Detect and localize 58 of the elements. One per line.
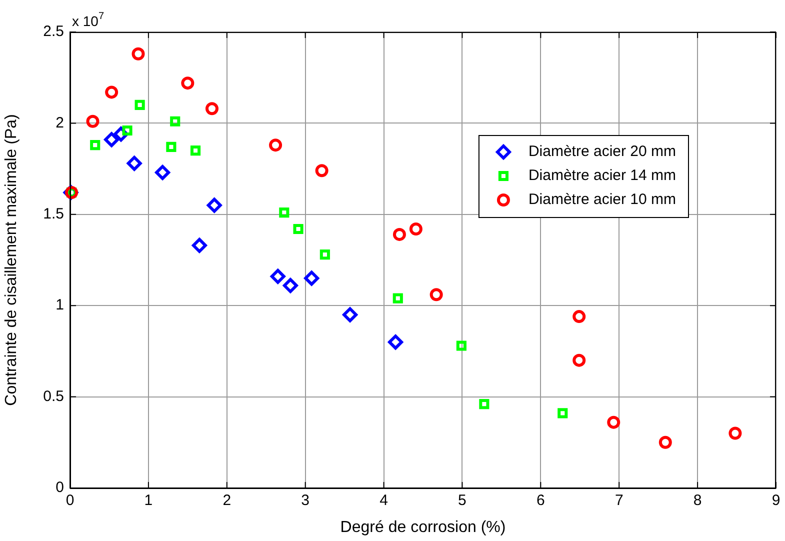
point: [479, 399, 490, 410]
point: [279, 208, 290, 218]
y-tick-label: 1: [56, 296, 64, 314]
legend-label: Diamètre acier 20 mm: [528, 143, 676, 160]
y-axis-title: Contrainte de cisaillement maximale (Pa): [3, 114, 20, 406]
point: [572, 310, 586, 324]
x-tick-label: 9: [772, 492, 780, 510]
point: [315, 164, 328, 178]
x-tick-label: 2: [222, 492, 232, 510]
point: [181, 76, 194, 90]
point: [430, 288, 443, 302]
point: [658, 436, 672, 449]
point: [558, 408, 568, 418]
x-tick-label: 7: [614, 492, 624, 510]
point: [105, 86, 118, 99]
point: [392, 293, 403, 304]
x-tick-label: 8: [693, 492, 702, 510]
y-tick-label: 2.5: [43, 23, 64, 40]
y-tick-label: 0.5: [43, 388, 64, 405]
legend-label: Diamètre acier 10 mm: [528, 191, 676, 208]
point: [126, 156, 142, 171]
y-tick-label: 2: [56, 114, 64, 132]
point: [607, 416, 620, 429]
point: [270, 268, 286, 284]
point: [388, 334, 404, 350]
point: [456, 340, 466, 351]
point: [104, 132, 120, 148]
y-tick-label: 1.5: [43, 206, 64, 223]
point: [86, 114, 100, 128]
point: [320, 249, 330, 260]
point: [293, 224, 304, 234]
x-axis-title: Degré de corrosion (%): [340, 518, 506, 536]
point: [282, 278, 298, 294]
x-tick-label: 5: [458, 492, 466, 510]
point: [166, 142, 176, 152]
point: [304, 270, 320, 286]
point: [206, 198, 222, 213]
point: [392, 228, 406, 241]
point: [90, 140, 100, 150]
point: [122, 125, 132, 136]
x-tick-label: 4: [380, 492, 388, 510]
point: [155, 164, 170, 180]
point: [190, 146, 201, 156]
point: [170, 116, 180, 126]
point: [134, 100, 145, 110]
point: [409, 222, 422, 236]
point: [728, 426, 742, 440]
y-tick-label: 0: [56, 479, 64, 496]
legend-label: Diamètre acier 14 mm: [528, 167, 676, 184]
point: [342, 307, 358, 322]
point: [192, 238, 207, 253]
x-tick-label: 6: [536, 492, 545, 510]
point: [572, 354, 586, 367]
point: [132, 47, 145, 60]
point: [269, 138, 282, 152]
point: [205, 102, 218, 116]
x-tick-label: 1: [144, 492, 153, 510]
x-tick-label: 3: [301, 492, 310, 510]
